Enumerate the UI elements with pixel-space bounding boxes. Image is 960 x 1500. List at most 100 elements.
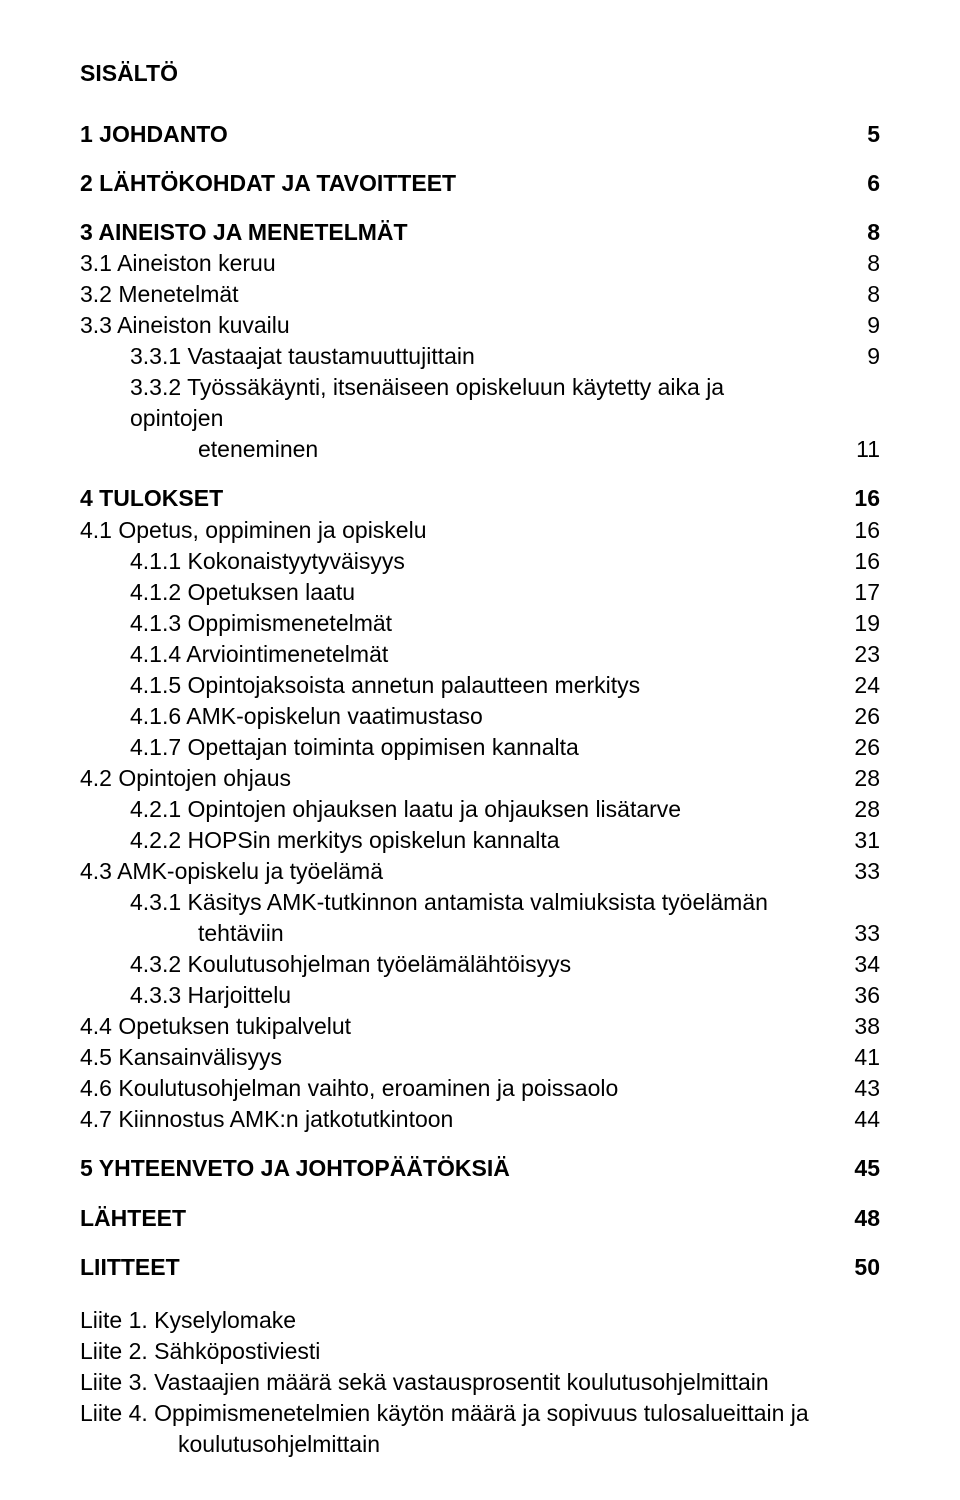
toc-entry: 4.1.6 AMK-opiskelun vaatimustaso26 bbox=[80, 701, 880, 732]
appendix-line: Liite 4. Oppimismenetelmien käytön määrä… bbox=[80, 1398, 880, 1429]
toc-entry-label: 4.3.1 Käsitys AMK-tutkinnon antamista va… bbox=[80, 887, 840, 918]
toc-entry-page: 11 bbox=[840, 434, 880, 465]
toc-entry-page: 34 bbox=[840, 949, 880, 980]
toc-entry: 3.1 Aineiston keruu8 bbox=[80, 248, 880, 279]
toc-entry: 3.3.2 Työssäkäynti, itsenäiseen opiskelu… bbox=[80, 372, 880, 434]
toc-entry-label: 3.3.2 Työssäkäynti, itsenäiseen opiskelu… bbox=[80, 372, 840, 434]
toc-entry-label: 4.2 Opintojen ohjaus bbox=[80, 763, 840, 794]
toc-entry: LÄHTEET48 bbox=[80, 1203, 880, 1234]
appendix-line: Liite 1. Kyselylomake bbox=[80, 1305, 880, 1336]
toc-entry-label: 4.3.3 Harjoittelu bbox=[80, 980, 840, 1011]
toc-entry-page: 44 bbox=[840, 1104, 880, 1135]
toc-entry-page: 50 bbox=[840, 1252, 880, 1283]
toc-entry-label: 4.1.6 AMK-opiskelun vaatimustaso bbox=[80, 701, 840, 732]
toc-entry-label: 4.1.2 Opetuksen laatu bbox=[80, 577, 840, 608]
toc-entry: eteneminen11 bbox=[80, 434, 880, 465]
toc-entry-label: 5 YHTEENVETO JA JOHTOPÄÄTÖKSIÄ bbox=[80, 1153, 840, 1184]
toc-entry-page: 24 bbox=[840, 670, 880, 701]
toc-entry-page: 33 bbox=[840, 918, 880, 949]
toc-entry-page: 6 bbox=[840, 168, 880, 199]
toc-entry-page: 28 bbox=[840, 794, 880, 825]
toc-entry-label: LIITTEET bbox=[80, 1252, 840, 1283]
toc-entry-page: 36 bbox=[840, 980, 880, 1011]
toc-entry-label: 4.1.7 Opettajan toiminta oppimisen kanna… bbox=[80, 732, 840, 763]
toc-entry: 3.2 Menetelmät8 bbox=[80, 279, 880, 310]
toc-entry-label: 3 AINEISTO JA MENETELMÄT bbox=[80, 217, 840, 248]
toc-entry: 5 YHTEENVETO JA JOHTOPÄÄTÖKSIÄ45 bbox=[80, 1153, 880, 1184]
toc-entry-page: 48 bbox=[840, 1203, 880, 1234]
toc-entry-label: 3.2 Menetelmät bbox=[80, 279, 840, 310]
toc-entry-page: 17 bbox=[840, 577, 880, 608]
toc-entry: 4.3.3 Harjoittelu36 bbox=[80, 980, 880, 1011]
page-title: SISÄLTÖ bbox=[80, 60, 880, 87]
toc-entry-label: 4.5 Kansainvälisyys bbox=[80, 1042, 840, 1073]
toc-entry-label: tehtäviin bbox=[80, 918, 840, 949]
toc-entry: 2 LÄHTÖKOHDAT JA TAVOITTEET6 bbox=[80, 168, 880, 199]
toc-entry-label: 4.3 AMK-opiskelu ja työelämä bbox=[80, 856, 840, 887]
toc-entry-label: 3.3.1 Vastaajat taustamuuttujittain bbox=[80, 341, 840, 372]
toc-entry: 4.2.1 Opintojen ohjauksen laatu ja ohjau… bbox=[80, 794, 880, 825]
toc-entry-page: 43 bbox=[840, 1073, 880, 1104]
toc-entry-label: 4.1 Opetus, oppiminen ja opiskelu bbox=[80, 515, 840, 546]
toc-entry: 4.5 Kansainvälisyys41 bbox=[80, 1042, 880, 1073]
toc-entry: 4.1.5 Opintojaksoista annetun palautteen… bbox=[80, 670, 880, 701]
toc-entry-label: 4.1.4 Arviointimenetelmät bbox=[80, 639, 840, 670]
toc-entry: 4.4 Opetuksen tukipalvelut38 bbox=[80, 1011, 880, 1042]
toc-entry: 3.3 Aineiston kuvailu9 bbox=[80, 310, 880, 341]
toc-entry-label: 4.1.3 Oppimismenetelmät bbox=[80, 608, 840, 639]
toc-entry-page: 38 bbox=[840, 1011, 880, 1042]
toc-entry: tehtäviin33 bbox=[80, 918, 880, 949]
toc-entry-label: 4.2.1 Opintojen ohjauksen laatu ja ohjau… bbox=[80, 794, 840, 825]
appendix-list: Liite 1. KyselylomakeLiite 2. Sähköposti… bbox=[80, 1305, 880, 1460]
toc-entry: 4.1.1 Kokonaistyytyväisyys16 bbox=[80, 546, 880, 577]
toc-entry-label: 3.1 Aineiston keruu bbox=[80, 248, 840, 279]
toc-entry: 3.3.1 Vastaajat taustamuuttujittain9 bbox=[80, 341, 880, 372]
toc-entry-page: 16 bbox=[840, 515, 880, 546]
toc-entry: 4 TULOKSET16 bbox=[80, 483, 880, 514]
toc-entry-label: LÄHTEET bbox=[80, 1203, 840, 1234]
toc-entry-page: 9 bbox=[840, 310, 880, 341]
toc-entry: 4.3.1 Käsitys AMK-tutkinnon antamista va… bbox=[80, 887, 880, 918]
toc-entry-page: 9 bbox=[840, 341, 880, 372]
toc-entry-page: 33 bbox=[840, 856, 880, 887]
toc-entry: LIITTEET50 bbox=[80, 1252, 880, 1283]
toc-entry-label: 3.3 Aineiston kuvailu bbox=[80, 310, 840, 341]
toc-entry-label: eteneminen bbox=[80, 434, 840, 465]
toc-entry-label: 4 TULOKSET bbox=[80, 483, 840, 514]
toc-entry-page: 8 bbox=[840, 248, 880, 279]
toc-entry-page: 28 bbox=[840, 763, 880, 794]
toc-entry-page: 8 bbox=[840, 217, 880, 248]
toc-entry-page: 26 bbox=[840, 701, 880, 732]
toc-entry-page: 31 bbox=[840, 825, 880, 856]
appendix-line: koulutusohjelmittain bbox=[80, 1429, 880, 1460]
toc-entry: 4.3 AMK-opiskelu ja työelämä33 bbox=[80, 856, 880, 887]
toc-entry-page: 23 bbox=[840, 639, 880, 670]
toc-entry-page: 8 bbox=[840, 279, 880, 310]
toc-entry: 1 JOHDANTO5 bbox=[80, 119, 880, 150]
toc-entry-label: 1 JOHDANTO bbox=[80, 119, 840, 150]
toc-entry: 4.6 Koulutusohjelman vaihto, eroaminen j… bbox=[80, 1073, 880, 1104]
table-of-contents: 1 JOHDANTO52 LÄHTÖKOHDAT JA TAVOITTEET63… bbox=[80, 119, 880, 1283]
toc-entry-page: 26 bbox=[840, 732, 880, 763]
toc-entry-page: 16 bbox=[840, 546, 880, 577]
toc-entry-page: 5 bbox=[840, 119, 880, 150]
appendix-line: Liite 2. Sähköpostiviesti bbox=[80, 1336, 880, 1367]
toc-entry: 4.1.7 Opettajan toiminta oppimisen kanna… bbox=[80, 732, 880, 763]
toc-entry: 4.2.2 HOPSin merkitys opiskelun kannalta… bbox=[80, 825, 880, 856]
toc-entry-label: 2 LÄHTÖKOHDAT JA TAVOITTEET bbox=[80, 168, 840, 199]
toc-entry-page: 41 bbox=[840, 1042, 880, 1073]
toc-entry-label: 4.6 Koulutusohjelman vaihto, eroaminen j… bbox=[80, 1073, 840, 1104]
toc-entry-label: 4.3.2 Koulutusohjelman työelämälähtöisyy… bbox=[80, 949, 840, 980]
toc-entry-page: 16 bbox=[840, 483, 880, 514]
toc-entry-label: 4.7 Kiinnostus AMK:n jatkotutkintoon bbox=[80, 1104, 840, 1135]
toc-entry-page: 19 bbox=[840, 608, 880, 639]
toc-entry: 3 AINEISTO JA MENETELMÄT8 bbox=[80, 217, 880, 248]
toc-entry: 4.1 Opetus, oppiminen ja opiskelu16 bbox=[80, 515, 880, 546]
toc-entry: 4.1.3 Oppimismenetelmät19 bbox=[80, 608, 880, 639]
toc-entry-page: 45 bbox=[840, 1153, 880, 1184]
toc-entry-label: 4.1.1 Kokonaistyytyväisyys bbox=[80, 546, 840, 577]
appendix-line: Liite 3. Vastaajien määrä sekä vastauspr… bbox=[80, 1367, 880, 1398]
toc-entry: 4.3.2 Koulutusohjelman työelämälähtöisyy… bbox=[80, 949, 880, 980]
toc-entry: 4.7 Kiinnostus AMK:n jatkotutkintoon44 bbox=[80, 1104, 880, 1135]
toc-entry-label: 4.2.2 HOPSin merkitys opiskelun kannalta bbox=[80, 825, 840, 856]
